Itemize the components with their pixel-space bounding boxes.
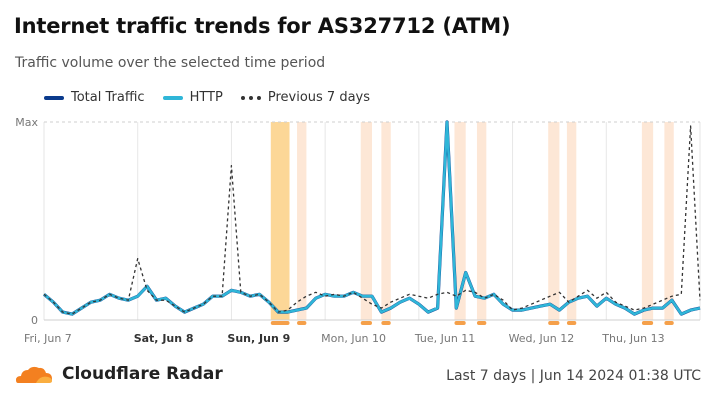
gridlines bbox=[43, 121, 701, 321]
x-tick-label: Sat, Jun 8 bbox=[134, 332, 194, 345]
legend-label-total-traffic: Total Traffic bbox=[71, 90, 145, 105]
series-lines bbox=[42, 120, 701, 316]
highlight-band-marker bbox=[454, 321, 466, 325]
x-tick-label: Thu, Jun 13 bbox=[601, 332, 664, 345]
highlight-band-marker bbox=[641, 321, 654, 325]
highlight-band-marker bbox=[297, 321, 307, 325]
time-period: Last 7 days | Jun 14 2024 01:38 UTC bbox=[446, 368, 701, 384]
legend-item-total-traffic[interactable]: Total Traffic bbox=[44, 90, 145, 105]
x-tick-label: Fri, Jun 7 bbox=[24, 332, 72, 345]
y-tick-labels: 0 Max bbox=[15, 116, 38, 327]
highlight-band-marker bbox=[381, 321, 391, 325]
highlight-band bbox=[454, 122, 466, 320]
highlight-band bbox=[476, 122, 487, 320]
legend-label-previous-7-days: Previous 7 days bbox=[267, 90, 371, 105]
highlight-band bbox=[664, 122, 674, 320]
highlight-band bbox=[566, 122, 577, 320]
highlight-band bbox=[270, 122, 290, 320]
highlight-band bbox=[297, 122, 307, 320]
x-tick-label: Tue, Jun 11 bbox=[414, 332, 475, 345]
highlight-band-marker bbox=[360, 321, 372, 325]
x-tick-label: Wed, Jun 12 bbox=[509, 332, 575, 345]
legend-swatch-http bbox=[162, 95, 183, 100]
series-line-previous-7-days bbox=[43, 125, 701, 315]
highlight-band-marker bbox=[270, 321, 290, 325]
highlight-band bbox=[360, 122, 372, 320]
highlight-bands bbox=[270, 122, 674, 325]
highlight-band-marker bbox=[566, 321, 577, 325]
legend-label-http: HTTP bbox=[189, 90, 223, 105]
x-tick-label: Mon, Jun 10 bbox=[321, 332, 386, 345]
y-tick-label: 0 bbox=[31, 314, 38, 327]
legend-swatch-total-traffic bbox=[44, 95, 64, 100]
cloudflare-cloud-icon bbox=[16, 366, 52, 383]
legend-item-http[interactable]: HTTP bbox=[162, 90, 223, 105]
chart-subtitle: Traffic volume over the selected time pe… bbox=[15, 55, 326, 71]
x-tick-label: Sun, Jun 9 bbox=[227, 332, 290, 345]
x-tick-labels: Fri, Jun 7 Sat, Jun 8 Sun, Jun 9 Mon, Jun 1… bbox=[24, 332, 665, 345]
highlight-band-marker bbox=[548, 321, 560, 325]
cloudflare-radar-logo[interactable]: Cloudflare Radar bbox=[14, 363, 223, 385]
highlight-band-marker bbox=[664, 321, 674, 325]
brand-name: Cloudflare Radar bbox=[62, 364, 223, 384]
legend-swatch-previous-7-days bbox=[240, 95, 261, 100]
legend-item-previous-7-days[interactable]: Previous 7 days bbox=[240, 90, 371, 105]
chart-legend: Total Traffic HTTP Previous 7 days bbox=[44, 90, 370, 105]
highlight-band bbox=[548, 122, 560, 320]
traffic-chart: 0 Max Fri, Jun 7 Sat, Jun 8 Sun, Jun 9 Mon, … bbox=[15, 116, 701, 345]
highlight-band-marker bbox=[476, 321, 487, 325]
highlight-band bbox=[641, 122, 654, 320]
highlight-band bbox=[381, 122, 391, 320]
series-line-http bbox=[43, 120, 701, 316]
y-tick-label: Max bbox=[15, 116, 38, 129]
chart-title: Internet traffic trends for AS327712 (AT… bbox=[14, 14, 511, 38]
